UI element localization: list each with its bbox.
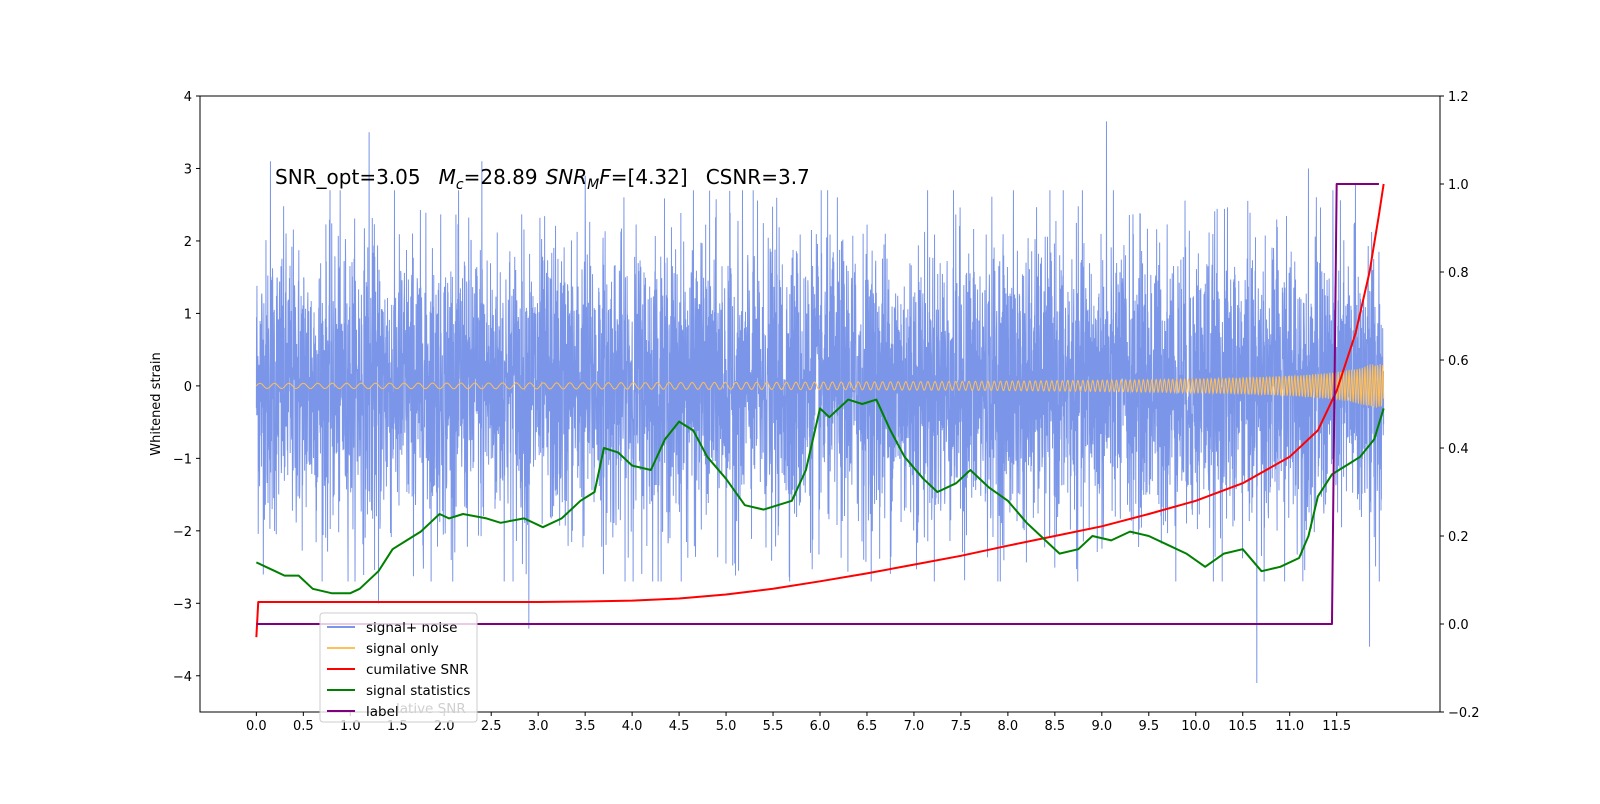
x-tick-label: 3.0 (528, 719, 549, 734)
y-left-tick-label: 2 (184, 235, 192, 250)
legend-entry-cumulative-snr-label: cumilative SNR (366, 662, 469, 678)
legend-entry-signal-only-label: signal only (366, 641, 439, 657)
y-left-tick-label: −3 (173, 597, 192, 612)
annotation-text: SNR_opt=3.05 Mc=28.89 SNRMF=[4.32] CSNR=3.7 (275, 165, 810, 193)
legend-entry-label-label: label (366, 704, 399, 720)
series-signal-only-line (255, 364, 1385, 408)
legend-box (319, 612, 478, 723)
x-tick-label: 4.5 (669, 719, 690, 734)
annotation-snrmf-tail: F (599, 165, 611, 189)
x-tick-label: 6.5 (857, 719, 878, 734)
x-tick-label: 0.5 (293, 719, 314, 734)
y-left-tick-label: 4 (184, 90, 192, 105)
annotation-mc-symbol: M (439, 165, 456, 189)
x-tick-label: 8.0 (998, 719, 1019, 734)
x-tick-label: 4.0 (622, 719, 643, 734)
x-tick-label: 0.0 (246, 719, 267, 734)
y-left-tick-label: −4 (173, 670, 192, 685)
annotation-mc-value: =28.89 (464, 165, 538, 189)
y-right-tick-label: 1.0 (1448, 178, 1469, 193)
annotation-mc-sub: c (456, 177, 464, 193)
x-tick-label: 2.5 (481, 719, 502, 734)
legend-entry-signal-noise-label: signal+ noise (366, 620, 457, 636)
y-right-tick-label: 0.8 (1448, 266, 1469, 281)
annotation-csnr: CSNR=3.7 (706, 165, 810, 189)
y-right-tick-label: −0.2 (1448, 706, 1480, 721)
y-right-tick-label: 0.2 (1448, 530, 1469, 545)
x-tick-label: 5.0 (716, 719, 737, 734)
y-left-tick-label: 1 (184, 307, 192, 322)
x-tick-label: 6.0 (810, 719, 831, 734)
annotation-snrmf-symbol: SNR (546, 165, 588, 189)
y-left-tick-label: 0 (184, 380, 192, 395)
x-tick-label: 9.0 (1091, 719, 1112, 734)
y-left-tick-label: −2 (173, 525, 192, 540)
legend-ghost-text: lative SNR (396, 701, 466, 717)
series-label-line (256, 183, 1379, 625)
x-tick-label: 1.5 (387, 719, 408, 734)
y-axis-label: Whitened strain (149, 352, 164, 455)
x-tick-label: 8.5 (1045, 719, 1066, 734)
series-signal-statistics-line (255, 398, 1385, 595)
annotation-snrmf-sub: M (587, 177, 599, 193)
y-left-tick-label: 3 (184, 162, 192, 177)
y-right-tick-label: 0.0 (1448, 618, 1469, 633)
x-tick-label: 11.0 (1275, 719, 1304, 734)
x-tick-label: 10.0 (1181, 719, 1210, 734)
x-tick-label: 10.5 (1228, 719, 1257, 734)
annotation-snrmf-value: =[4.32] (611, 165, 688, 189)
legend-entry-signal-statistics-label: signal statistics (366, 683, 470, 699)
y-right-tick-label: 0.4 (1448, 442, 1469, 457)
x-tick-label: 7.0 (904, 719, 925, 734)
y-left-tick-label: −1 (173, 452, 192, 467)
y-right-tick-label: 1.2 (1448, 90, 1469, 105)
x-tick-label: 2.0 (434, 719, 455, 734)
x-tick-label: 5.5 (763, 719, 784, 734)
series-cumulative-snr-line (255, 183, 1385, 638)
x-tick-label: 7.5 (951, 719, 972, 734)
x-tick-label: 1.0 (340, 719, 361, 734)
x-tick-label: 3.5 (575, 719, 596, 734)
legend: lative SNR signal+ noise signal only cumil… (319, 612, 478, 723)
x-tick-label: 9.5 (1138, 719, 1159, 734)
annotation-snr-opt: SNR_opt=3.05 (275, 165, 421, 189)
x-tick-label: 11.5 (1322, 719, 1351, 734)
y-right-tick-label: 0.6 (1448, 354, 1469, 369)
